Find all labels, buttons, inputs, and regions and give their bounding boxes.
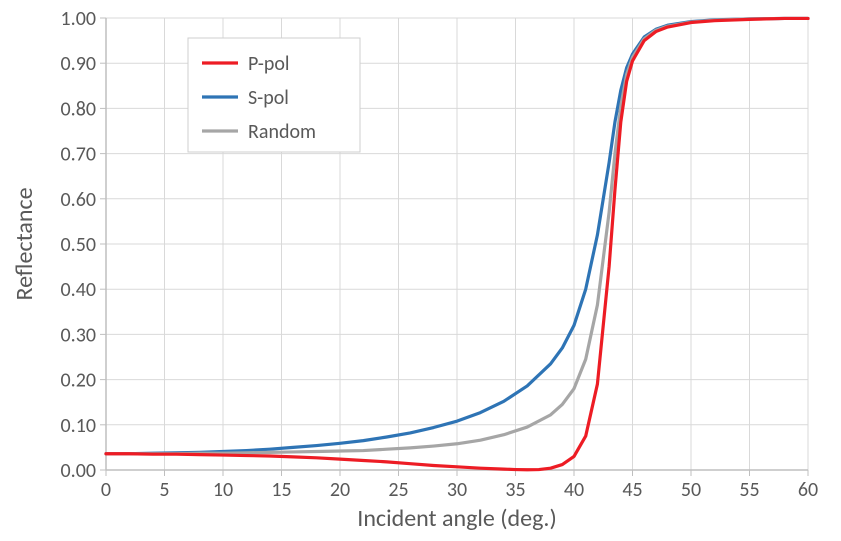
chart-svg: 0 5 10 15 20 25 30 35 40 45 50 55 60 0.00 0.10 0.20 0.30… bbox=[0, 0, 841, 541]
y-axis-label: Reflectance bbox=[10, 187, 39, 300]
legend-label: Random bbox=[248, 120, 316, 144]
legend-label: S-pol bbox=[248, 86, 289, 110]
tick-label-x: 35 bbox=[505, 478, 525, 502]
tick-label-y: 0.90 bbox=[61, 52, 96, 76]
tick-label-y: 0.30 bbox=[61, 323, 96, 347]
tick-label-x: 5 bbox=[159, 478, 169, 502]
legend-label: P-pol bbox=[248, 52, 290, 76]
tick-label-x: 60 bbox=[798, 478, 818, 502]
tick-label-x: 15 bbox=[271, 478, 291, 502]
tick-label-x: 50 bbox=[681, 478, 701, 502]
tick-label-y: 0.70 bbox=[61, 143, 96, 167]
tick-label-y: 0.00 bbox=[61, 459, 96, 483]
tick-label-y: 0.50 bbox=[61, 233, 96, 257]
tick-label-y: 0.60 bbox=[61, 188, 96, 212]
tick-label-y: 0.20 bbox=[61, 369, 96, 393]
tick-label-y: 0.10 bbox=[61, 414, 96, 438]
tick-label-y: 0.40 bbox=[61, 278, 96, 302]
tick-label-x: 20 bbox=[330, 478, 350, 502]
tick-label-x: 10 bbox=[213, 478, 233, 502]
tick-label-x: 55 bbox=[739, 478, 759, 502]
x-axis-label: Incident angle (deg.) bbox=[357, 504, 556, 533]
reflectance-chart: 0 5 10 15 20 25 30 35 40 45 50 55 60 0.00 0.10 0.20 0.30… bbox=[0, 0, 841, 541]
tick-label-y: 1.00 bbox=[61, 7, 96, 31]
tick-label-x: 45 bbox=[622, 478, 642, 502]
tick-label-x: 30 bbox=[447, 478, 467, 502]
tick-label-x: 40 bbox=[564, 478, 584, 502]
tick-label-y: 0.80 bbox=[61, 97, 96, 121]
tick-label-x: 25 bbox=[388, 478, 408, 502]
tick-label-x: 0 bbox=[101, 478, 111, 502]
